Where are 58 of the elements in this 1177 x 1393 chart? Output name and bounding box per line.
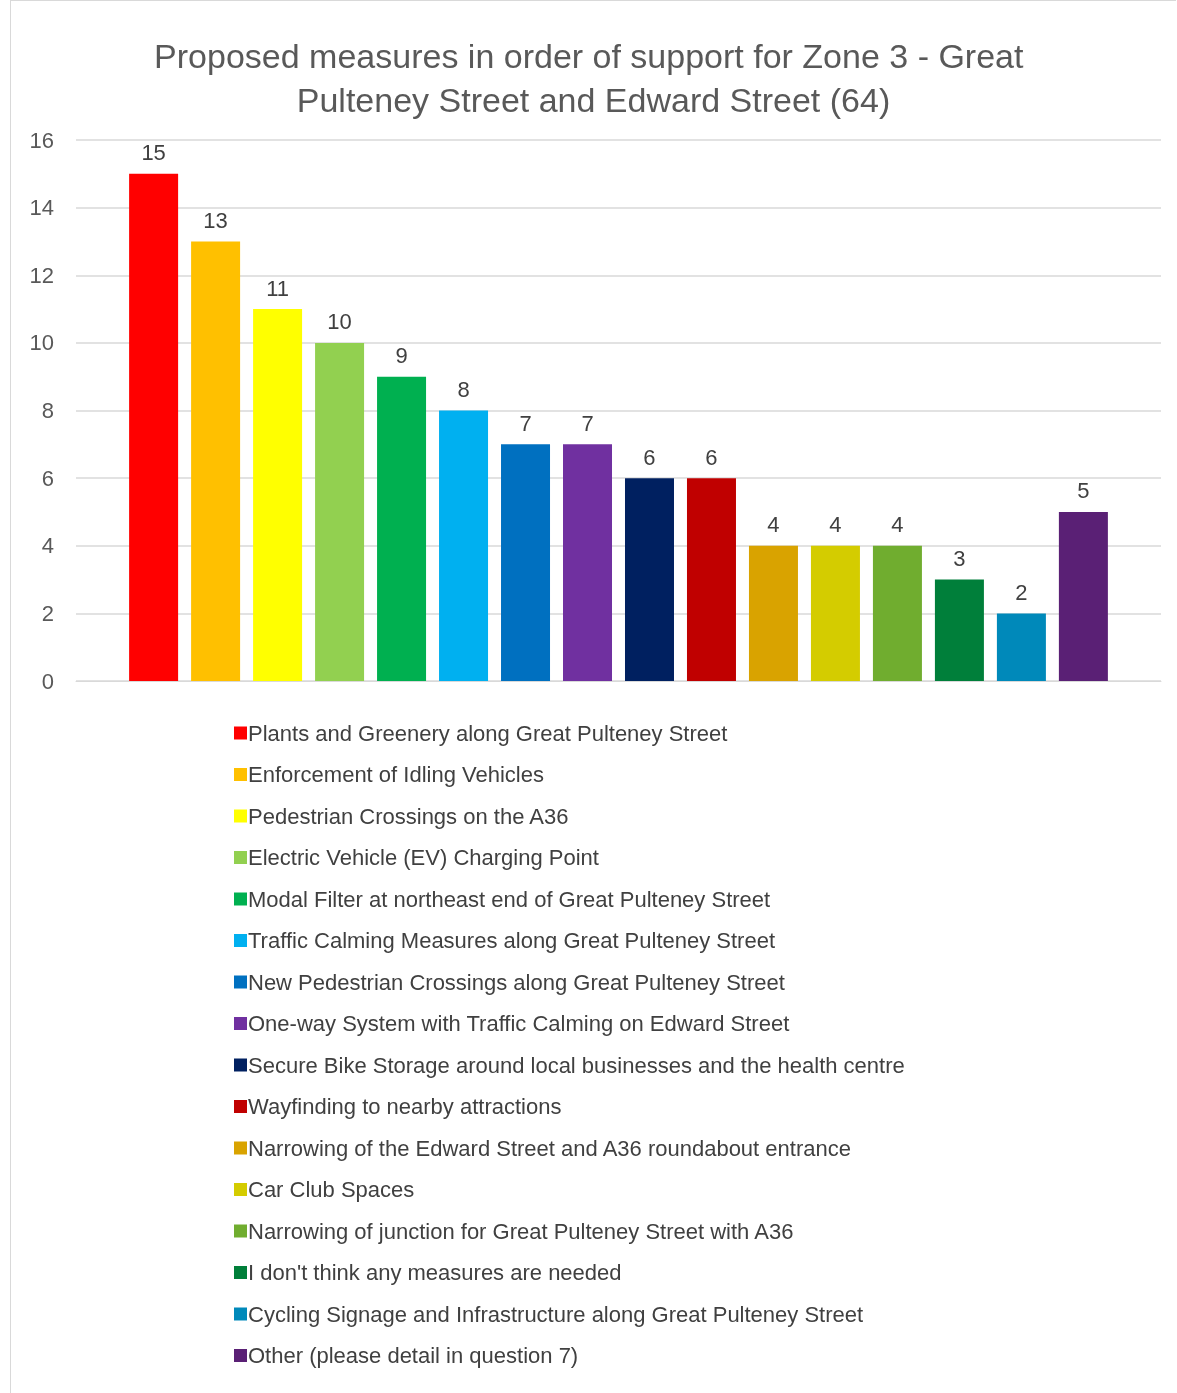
- bar: [129, 173, 179, 681]
- bar: [810, 545, 860, 681]
- legend-label: One-way System with Traffic Calming on Edward Street: [248, 1011, 790, 1036]
- bar: [439, 410, 489, 681]
- legend-label: Narrowing of junction for Great Pulteney Street with A36: [248, 1218, 794, 1244]
- data-label: 13: [203, 207, 228, 233]
- legend-label: Other (please detail in question 7): [248, 1343, 579, 1368]
- bar: [315, 342, 365, 681]
- chart-title: Proposed measures in order of support for Zone 3 - Great Pulteney Street and Edward Street (64): [154, 37, 1033, 119]
- legend-label: Narrowing of the Edward Street and A36 roundabout entrance: [248, 1135, 851, 1161]
- bar: [748, 545, 798, 681]
- legend-label: Electric Vehicle (EV) Charging Point: [248, 845, 599, 870]
- y-tick-label: 0: [41, 668, 54, 694]
- bar: [191, 241, 241, 681]
- legend-label: Pedestrian Crossings on the A36: [248, 803, 569, 829]
- bar: [624, 478, 674, 681]
- legend-label: Enforcement of Idling Vehicles: [248, 762, 544, 787]
- y-tick-label: 14: [29, 195, 54, 221]
- y-tick-label: 16: [29, 127, 54, 153]
- data-label: 3: [953, 546, 966, 572]
- data-label: 7: [581, 410, 594, 436]
- legend-label: Wayfinding to nearby attractions: [248, 1094, 562, 1119]
- legend-label: Modal Filter at northeast end of Great Pulteney Street: [248, 886, 771, 912]
- bar: [253, 309, 303, 681]
- data-label: 9: [395, 343, 408, 369]
- bar: [1058, 511, 1108, 681]
- data-label: 10: [327, 309, 352, 335]
- data-label: 5: [1077, 478, 1090, 504]
- data-label: 8: [457, 377, 470, 402]
- bar: [934, 579, 984, 681]
- y-tick-label: 2: [41, 600, 54, 626]
- data-label: 2: [1015, 579, 1028, 605]
- legend-label: New Pedestrian Crossings along Great Pulteney Street: [248, 969, 785, 995]
- legend-label: Plants and Greenery along Great Pulteney Street: [248, 720, 728, 746]
- bar: [996, 613, 1046, 681]
- data-label: 4: [829, 512, 842, 538]
- data-label: 6: [705, 444, 718, 470]
- bar: [563, 444, 613, 681]
- bar: [377, 376, 427, 681]
- legend-label: Car Club Spaces: [248, 1177, 415, 1202]
- data-label: 4: [891, 512, 904, 538]
- y-tick-label: 8: [41, 398, 54, 423]
- bar: [501, 444, 551, 681]
- y-tick-label: 12: [29, 262, 54, 288]
- data-label: 15: [141, 140, 166, 166]
- y-tick-label: 4: [41, 533, 54, 559]
- y-tick-label: 10: [29, 330, 54, 356]
- data-label: 6: [643, 444, 656, 470]
- legend-label: Secure Bike Storage around local businesses and the health centre: [248, 1052, 905, 1078]
- legend-label: Traffic Calming Measures along Great Pulteney Street: [248, 928, 776, 953]
- legend-label: I don't think any measures are needed: [248, 1260, 622, 1285]
- bar: [872, 545, 922, 681]
- y-tick-label: 6: [41, 465, 54, 491]
- bar: [686, 478, 736, 681]
- data-label: 4: [767, 512, 780, 538]
- legend-label: Cycling Signage and Infrastructure along Great Pulteney Street: [248, 1301, 864, 1327]
- data-label: 7: [519, 410, 532, 436]
- data-label: 11: [266, 275, 289, 301]
